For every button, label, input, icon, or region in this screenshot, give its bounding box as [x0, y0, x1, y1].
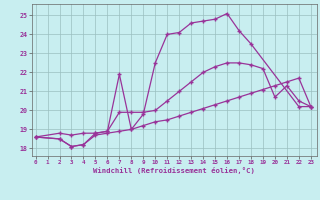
X-axis label: Windchill (Refroidissement éolien,°C): Windchill (Refroidissement éolien,°C) — [93, 167, 255, 174]
